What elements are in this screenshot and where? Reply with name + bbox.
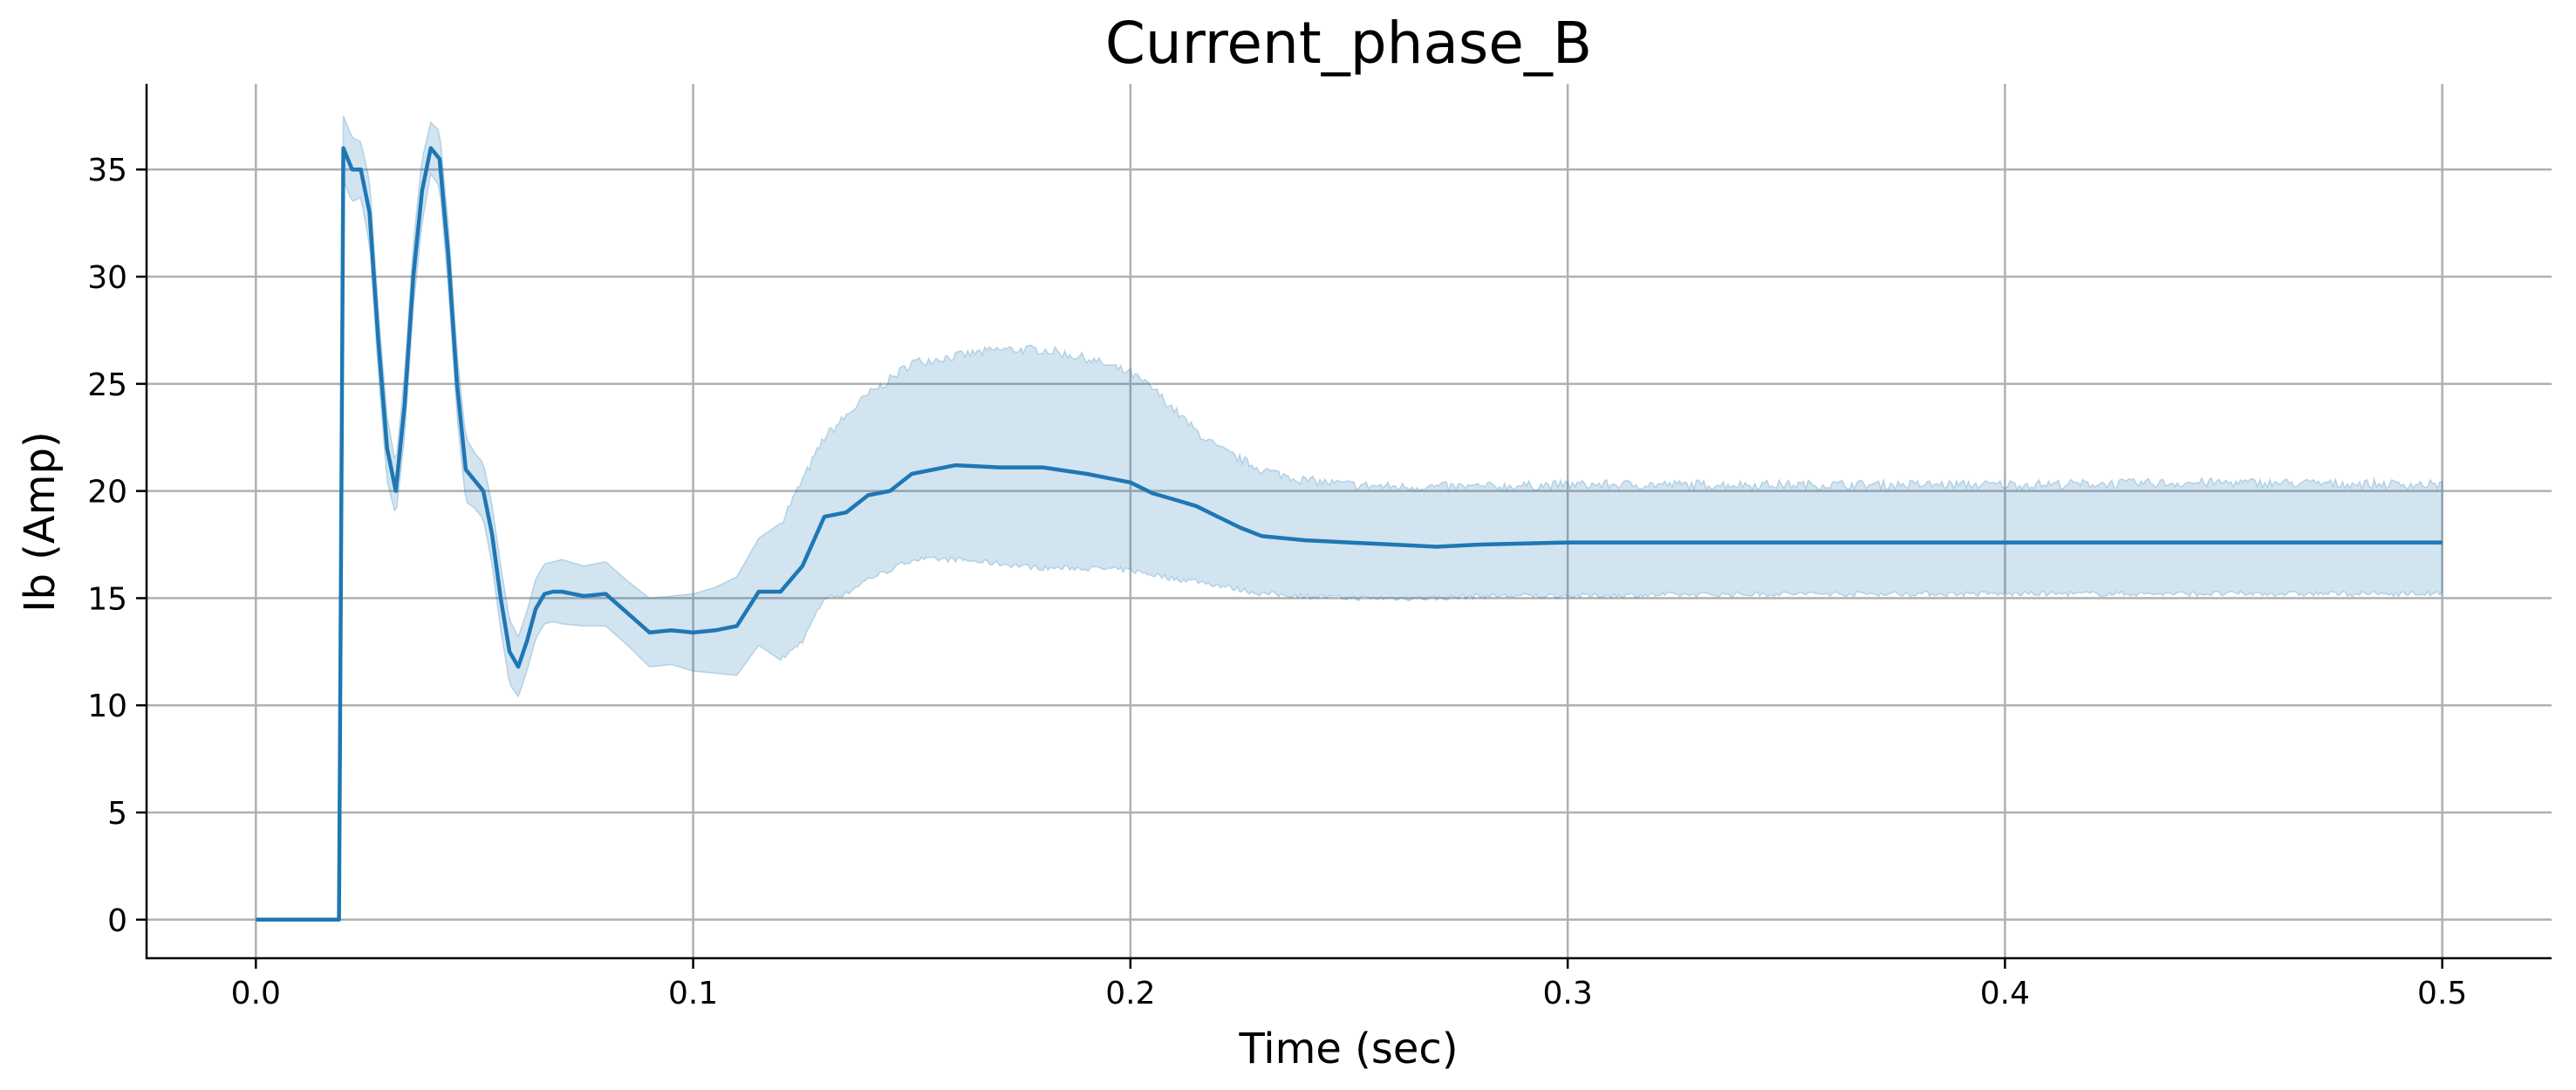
x-tick-label: 0.0 (231, 976, 281, 1011)
y-tick-label: 0 (107, 903, 127, 939)
y-tick-label: 5 (107, 796, 127, 832)
grid-lines (147, 84, 2552, 958)
series-line (256, 146, 2443, 922)
confidence-band (256, 115, 2443, 921)
y-tick-label: 20 (87, 475, 127, 511)
x-tick-label: 0.2 (1105, 976, 1155, 1011)
x-axis-ticks: 0.0 0.1 0.2 0.3 0.4 0.5 (231, 958, 2467, 1011)
x-tick-label: 0.3 (1543, 976, 1593, 1011)
axis-spines (145, 84, 2552, 960)
y-axis-label: Ib (Amp) (16, 431, 65, 612)
x-axis-label: Time (sec) (1238, 1025, 1458, 1073)
y-axis-ticks: 0 5 10 15 20 25 30 35 (87, 153, 147, 939)
x-tick-label: 0.5 (2417, 976, 2467, 1011)
x-tick-label: 0.1 (668, 976, 718, 1011)
chart-title: Current_phase_B (1105, 10, 1592, 77)
x-tick-label: 0.4 (1980, 976, 2030, 1011)
y-tick-label: 30 (87, 260, 127, 296)
y-tick-label: 10 (87, 689, 127, 724)
y-tick-label: 35 (87, 153, 127, 189)
y-tick-label: 25 (87, 367, 127, 403)
y-tick-label: 15 (87, 581, 127, 617)
